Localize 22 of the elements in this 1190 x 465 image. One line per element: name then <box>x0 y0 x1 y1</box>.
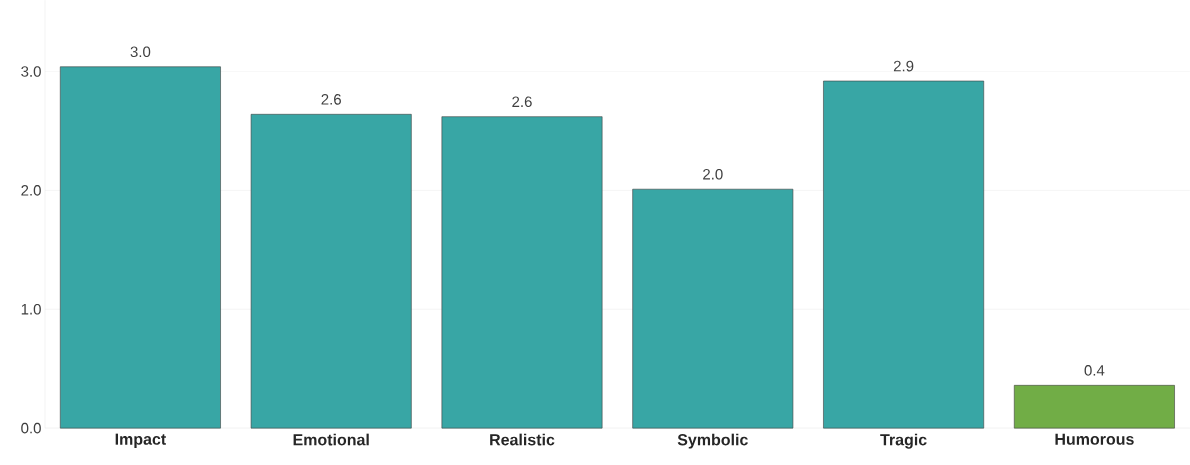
data-label: 2.9 <box>893 60 914 72</box>
x-tick-label: Realistic <box>490 433 555 446</box>
bar <box>823 80 985 429</box>
bar <box>632 188 794 429</box>
data-label: 2.6 <box>512 96 532 107</box>
bar <box>250 113 412 429</box>
x-tick-label: Symbolic <box>677 433 748 449</box>
bar <box>1013 384 1175 429</box>
data-label: 3.0 <box>130 46 151 58</box>
x-tick-label: Humorous <box>1055 433 1134 445</box>
data-label: 2.6 <box>321 93 341 105</box>
bar <box>441 116 603 429</box>
y-tick-label: 2.0 <box>21 185 41 196</box>
data-label: 2.0 <box>703 168 723 180</box>
y-tick-label: 0.0 <box>21 422 41 434</box>
x-tick-label: Impact <box>115 433 166 448</box>
y-tick-label: 3.0 <box>21 66 41 77</box>
x-tick-label: Tragic <box>880 433 927 449</box>
data-label: 0.4 <box>1084 365 1105 376</box>
y-tick-label: 1.0 <box>21 303 41 315</box>
x-tick-label: Emotional <box>293 433 369 446</box>
bar <box>59 66 221 429</box>
